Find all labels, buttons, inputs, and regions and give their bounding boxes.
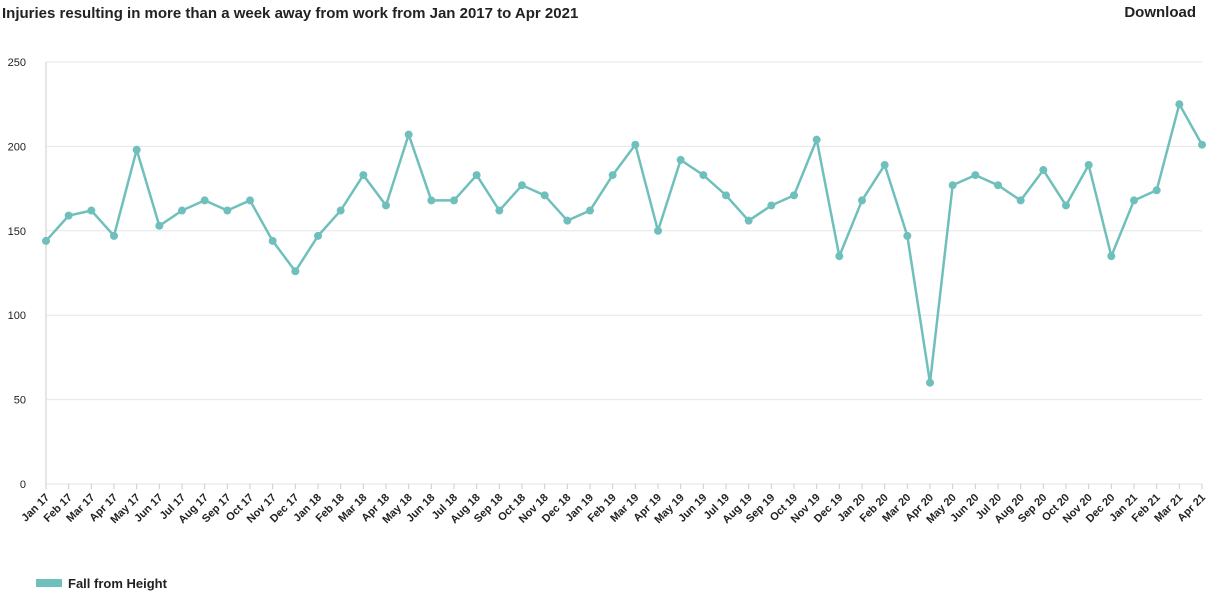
data-point [926,378,934,387]
data-point [699,171,708,180]
data-point [744,216,753,225]
data-point [404,130,413,139]
data-point [880,160,889,169]
data-point [608,171,617,180]
data-point [994,181,1002,190]
chart-title: Injuries resulting in more than a week a… [2,5,578,22]
data-point [382,201,390,210]
data-point [1198,140,1206,149]
y-tick-label: 200 [8,141,26,153]
data-point [540,191,549,200]
data-point [178,206,186,215]
download-button[interactable]: Download [1124,4,1196,21]
legend-label: Fall from Height [68,576,168,591]
data-point [903,231,912,240]
y-tick-label: 150 [8,226,26,238]
data-point [631,140,640,149]
y-tick-label: 100 [8,310,26,322]
data-point [1130,196,1138,205]
data-point [155,221,164,230]
legend-swatch [36,579,62,587]
data-point [359,171,368,180]
data-point [767,201,776,210]
data-point [654,226,662,235]
data-point [1152,186,1161,195]
data-point [1107,252,1116,261]
data-point [722,191,730,200]
data-point [1084,160,1093,169]
data-point [246,196,254,205]
data-point [64,211,73,220]
y-tick-label: 250 [8,57,26,69]
data-point [676,155,685,164]
data-point [472,171,481,180]
data-point [87,206,96,215]
data-point [563,216,572,225]
series-line [45,100,1204,383]
data-point [132,145,141,154]
data-point [790,191,798,200]
data-point [110,231,118,240]
data-point [42,236,50,245]
data-point [812,135,821,144]
data-point [1016,196,1025,205]
data-point [200,196,209,205]
y-tick-label: 50 [14,395,26,407]
data-point [518,181,526,190]
data-point [971,171,980,180]
data-point [314,231,322,240]
data-point [336,206,345,215]
data-point [495,206,504,215]
data-point [1062,201,1070,210]
data-point [1175,100,1184,109]
data-point [291,267,300,276]
data-point [858,196,866,205]
y-tick-label: 0 [20,479,26,491]
data-point [223,206,232,215]
data-point [268,236,277,245]
data-point [450,196,458,205]
data-point [1039,166,1048,175]
data-point [835,252,844,261]
data-point [427,196,436,205]
data-point [586,206,594,215]
data-point [948,181,957,190]
